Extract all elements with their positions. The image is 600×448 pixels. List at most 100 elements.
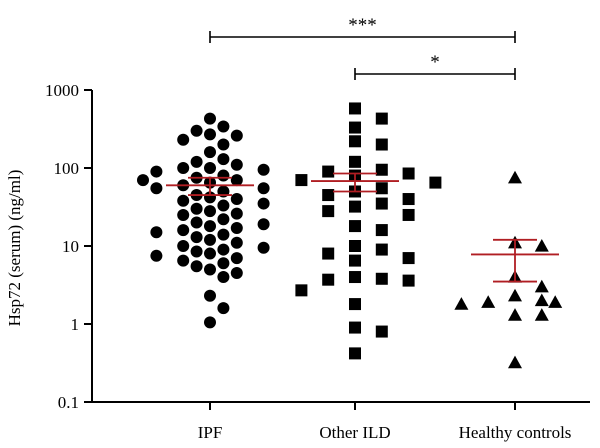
- axes: 0.1 1 10 100 1000 IPF Other ILD Healthy control…: [45, 81, 590, 442]
- data-point-square: [375, 243, 388, 256]
- data-point-circle: [204, 146, 216, 159]
- data-point-circle: [150, 165, 163, 178]
- data-point-circle: [204, 289, 216, 302]
- data-point-circle: [230, 174, 243, 187]
- data-point-circle: [177, 194, 190, 207]
- x-tick-label: Other ILD: [319, 423, 390, 442]
- data-point-circle: [217, 302, 230, 315]
- data-point-circle: [150, 249, 163, 262]
- y-tick-label: 10: [62, 237, 79, 256]
- data-point-square: [349, 254, 361, 267]
- data-point-circle: [217, 243, 230, 256]
- data-point-circle: [190, 155, 203, 168]
- data-point-square: [322, 273, 335, 286]
- data-point-circle: [177, 240, 190, 252]
- data-point-circle: [230, 222, 243, 235]
- y-tick-label: 0.1: [58, 393, 79, 412]
- data-point-square: [375, 197, 388, 210]
- data-point-square: [349, 200, 361, 213]
- data-point-circle: [150, 182, 163, 195]
- data-point-circle: [257, 218, 270, 231]
- data-point-circle: [217, 120, 230, 133]
- data-point-square: [402, 208, 415, 221]
- data-point-circle: [177, 133, 190, 146]
- data-point-circle: [204, 316, 216, 329]
- data-point-triangle: [508, 170, 522, 184]
- data-point-circle: [217, 213, 230, 226]
- data-point-square: [322, 165, 335, 178]
- data-point-square: [295, 284, 308, 297]
- data-point-square: [402, 274, 415, 287]
- data-point-circle: [230, 267, 243, 280]
- data-point-square: [375, 112, 388, 125]
- data-point-circle: [204, 128, 216, 141]
- data-point-square: [295, 174, 308, 187]
- significance-label: *: [430, 52, 440, 73]
- data-point-square: [349, 220, 361, 233]
- data-point-square: [402, 252, 415, 265]
- data-point-circle: [217, 169, 230, 182]
- data-point-square: [349, 121, 361, 134]
- data-point-circle: [177, 162, 190, 174]
- data-point-circle: [190, 231, 203, 244]
- data-point-circle: [177, 208, 190, 221]
- data-point-square: [322, 189, 335, 202]
- data-point-square: [375, 224, 388, 237]
- data-point-circle: [177, 224, 190, 237]
- data-point-circle: [204, 112, 216, 125]
- data-point-square: [429, 176, 442, 189]
- data-point-square: [375, 163, 388, 176]
- data-point-circle: [230, 193, 243, 206]
- data-point-square: [349, 102, 361, 115]
- significance-bracket: [209, 31, 516, 43]
- data-point-circle: [137, 174, 149, 187]
- y-axis-title: Hsp72 (serum) (ng/ml): [5, 170, 24, 327]
- data-point-square: [349, 240, 361, 252]
- data-point-circle: [217, 257, 230, 270]
- data-point-triangle: [534, 239, 549, 252]
- data-point-circle: [257, 197, 270, 210]
- data-point-circle: [217, 153, 230, 166]
- data-point-triangle: [508, 288, 522, 302]
- data-point-circle: [204, 247, 216, 260]
- y-tick-label: 1000: [45, 81, 79, 100]
- data-point-circle: [217, 199, 230, 212]
- data-point-circle: [190, 245, 203, 258]
- data-point-square: [349, 155, 361, 168]
- data-point-circle: [204, 162, 216, 174]
- data-point-square: [375, 182, 388, 195]
- y-tick-label: 1: [71, 315, 80, 334]
- data-point-circle: [190, 124, 203, 137]
- data-point-square: [349, 135, 361, 148]
- data-point-circle: [230, 252, 243, 265]
- data-point-circle: [217, 138, 230, 151]
- data-point-square: [349, 298, 361, 311]
- data-point-triangle: [534, 308, 549, 321]
- data-point-square: [322, 205, 335, 218]
- y-tick-label: 100: [54, 159, 80, 178]
- mean-error-bars: [166, 172, 559, 283]
- data-point-circle: [230, 207, 243, 220]
- significance-bracket: [354, 68, 516, 80]
- data-point-circle: [257, 182, 270, 195]
- significance-label: ***: [348, 15, 377, 36]
- data-point-square: [402, 193, 415, 206]
- data-point-square: [375, 325, 388, 338]
- data-point-square: [375, 138, 388, 151]
- data-point-circle: [204, 233, 216, 246]
- data-point-circle: [177, 254, 190, 267]
- data-point-square: [349, 347, 361, 360]
- significance-annotations: ****: [209, 15, 516, 80]
- data-point-circle: [204, 263, 216, 276]
- data-point-circle: [257, 163, 270, 176]
- data-point-triangle: [534, 293, 549, 307]
- data-point-circle: [190, 260, 203, 273]
- data-point-triangle: [454, 297, 469, 310]
- data-point-triangle: [481, 295, 496, 308]
- data-point-circle: [217, 228, 230, 241]
- data-point-circle: [230, 129, 243, 142]
- data-points: [137, 102, 563, 369]
- data-point-square: [322, 247, 335, 260]
- data-point-circle: [230, 236, 243, 249]
